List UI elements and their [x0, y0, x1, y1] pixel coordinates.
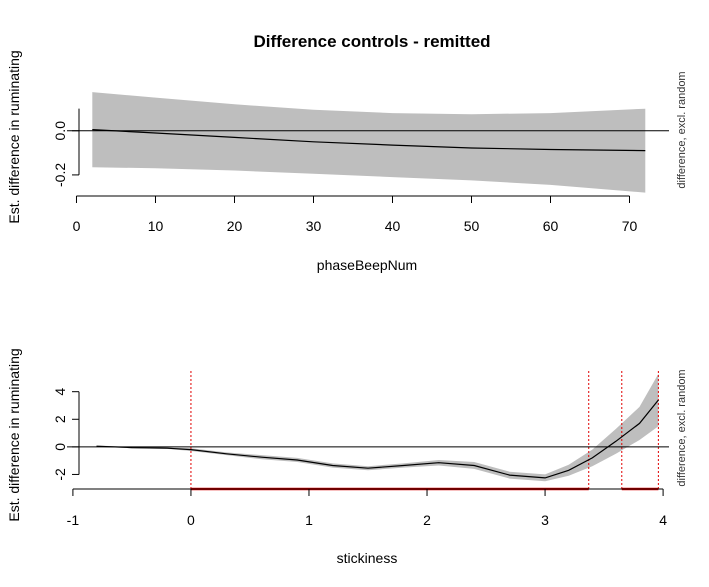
y-tick-label: -0.2	[52, 163, 68, 187]
x-tick-label: 2	[423, 512, 431, 528]
x-tick-label: 1	[305, 512, 313, 528]
bottom-panel: -2 0 2 4 -1 0 1 2 3 4 Est. difference in ruminati…	[6, 348, 688, 566]
bottom-ylabel: Est. difference in ruminating	[6, 348, 22, 521]
x-tick-label: 70	[622, 218, 638, 234]
top-side-label: difference, excl. random	[676, 71, 688, 188]
bottom-xlabel: stickiness	[337, 550, 398, 566]
x-tick-label: 60	[543, 218, 559, 234]
x-tick-label: -1	[67, 512, 80, 528]
bottom-side-label: difference, excl. random	[676, 369, 688, 486]
confidence-band	[92, 92, 646, 193]
estimate-line	[96, 399, 659, 479]
confidence-band	[96, 373, 659, 482]
top-panel: -0.2 0.0 0 10 20 30 40 50 60 70 Est. difference i…	[6, 50, 688, 273]
x-tick-label: 50	[464, 218, 480, 234]
x-tick-label: 30	[306, 218, 322, 234]
y-tick-label: 4	[52, 388, 68, 396]
x-tick-label: 40	[385, 218, 401, 234]
x-tick-label: 3	[541, 512, 549, 528]
y-tick-label: -2	[52, 468, 68, 481]
y-tick-label: 0.0	[52, 121, 68, 141]
x-tick-label: 10	[148, 218, 164, 234]
chart-title: Difference controls - remitted	[253, 32, 490, 51]
x-tick-label: 0	[187, 512, 195, 528]
top-xlabel: phaseBeepNum	[317, 257, 417, 273]
x-tick-label: 4	[659, 512, 667, 528]
x-tick-label: 0	[73, 218, 81, 234]
y-tick-label: 2	[52, 415, 68, 423]
y-tick-label: 0	[52, 443, 68, 451]
x-tick-label: 20	[227, 218, 243, 234]
estimate-line	[92, 129, 646, 152]
top-ylabel: Est. difference in ruminating	[6, 50, 22, 223]
